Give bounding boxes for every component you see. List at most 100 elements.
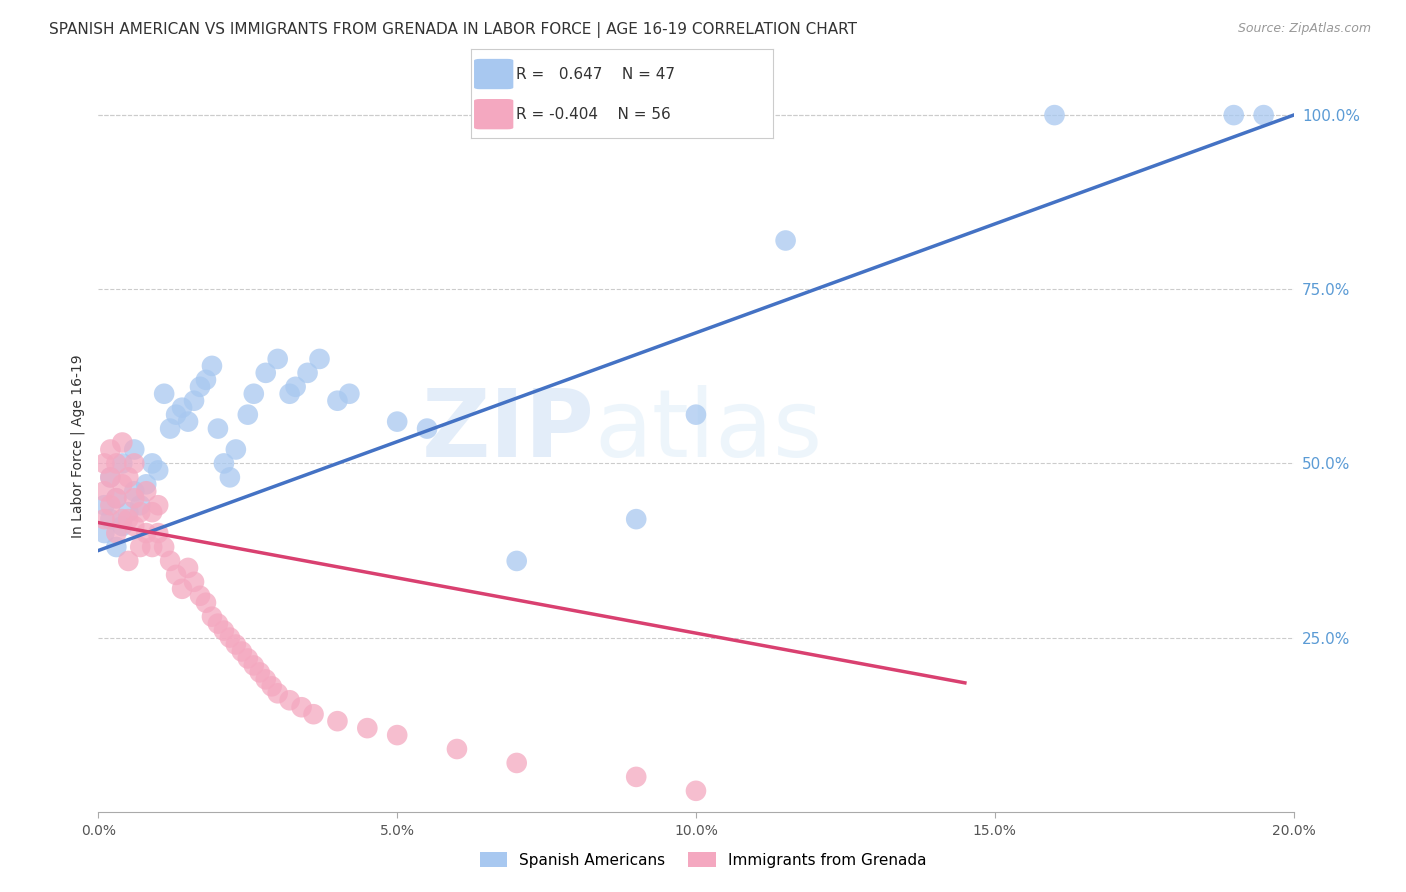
Point xyxy=(165,567,187,582)
Point xyxy=(243,386,266,401)
Point xyxy=(685,784,707,798)
Point xyxy=(105,540,128,554)
Point xyxy=(111,435,134,450)
Point xyxy=(148,498,170,512)
Point xyxy=(98,512,122,526)
Point xyxy=(98,470,122,484)
Text: atlas: atlas xyxy=(595,385,823,477)
Point xyxy=(148,463,170,477)
Point xyxy=(339,386,361,401)
Point xyxy=(231,644,253,658)
Point xyxy=(188,380,211,394)
Point xyxy=(135,484,157,499)
Point xyxy=(93,484,115,499)
Y-axis label: In Labor Force | Age 16-19: In Labor Force | Age 16-19 xyxy=(70,354,84,538)
Point xyxy=(201,609,224,624)
Point xyxy=(141,505,163,519)
Point xyxy=(416,421,439,435)
Point xyxy=(236,408,259,422)
Point xyxy=(326,393,349,408)
Point xyxy=(506,756,529,770)
Point xyxy=(297,366,319,380)
Point xyxy=(172,401,194,415)
Point xyxy=(129,498,152,512)
Point xyxy=(165,408,187,422)
Point xyxy=(446,742,468,756)
Point xyxy=(148,526,170,541)
Point xyxy=(254,673,277,687)
Point xyxy=(1223,108,1246,122)
Point xyxy=(212,624,235,638)
Point xyxy=(225,442,247,457)
Point xyxy=(236,651,259,665)
Point xyxy=(98,470,122,484)
Point xyxy=(135,526,157,541)
Point xyxy=(124,491,146,506)
Text: Source: ZipAtlas.com: Source: ZipAtlas.com xyxy=(1237,22,1371,36)
Point xyxy=(93,498,115,512)
Point xyxy=(93,457,115,471)
Point xyxy=(141,457,163,471)
Point xyxy=(183,393,205,408)
Point xyxy=(177,415,200,429)
Point xyxy=(105,457,128,471)
Point xyxy=(284,380,307,394)
Point xyxy=(129,540,152,554)
Point xyxy=(195,596,218,610)
Text: R = -0.404    N = 56: R = -0.404 N = 56 xyxy=(516,107,671,121)
Point xyxy=(356,721,378,735)
Point xyxy=(278,693,301,707)
Point xyxy=(326,714,349,728)
Point xyxy=(183,574,205,589)
Point xyxy=(195,373,218,387)
Point xyxy=(201,359,224,373)
Point xyxy=(207,616,229,631)
Point xyxy=(124,457,146,471)
Text: SPANISH AMERICAN VS IMMIGRANTS FROM GRENADA IN LABOR FORCE | AGE 16-19 CORRELATI: SPANISH AMERICAN VS IMMIGRANTS FROM GREN… xyxy=(49,22,858,38)
Point xyxy=(111,512,134,526)
Point xyxy=(267,686,290,700)
Point xyxy=(685,408,707,422)
Point xyxy=(111,457,134,471)
Point xyxy=(1043,108,1066,122)
Point xyxy=(207,421,229,435)
Point xyxy=(124,519,146,533)
Point xyxy=(105,491,128,506)
Point xyxy=(308,351,330,366)
Point xyxy=(117,512,139,526)
Point xyxy=(124,442,146,457)
Point xyxy=(302,707,325,722)
Point xyxy=(124,484,146,499)
Point xyxy=(267,351,290,366)
Point xyxy=(117,505,139,519)
Point xyxy=(225,638,247,652)
Point xyxy=(177,561,200,575)
Point xyxy=(93,512,115,526)
Point xyxy=(111,477,134,491)
Point xyxy=(291,700,314,714)
Point xyxy=(159,421,181,435)
Point xyxy=(153,540,176,554)
Text: R =   0.647    N = 47: R = 0.647 N = 47 xyxy=(516,67,675,81)
Point xyxy=(626,770,648,784)
Point xyxy=(385,728,409,742)
Point xyxy=(219,470,242,484)
FancyBboxPatch shape xyxy=(474,59,513,89)
Text: ZIP: ZIP xyxy=(422,385,595,477)
Point xyxy=(212,457,235,471)
Point xyxy=(188,589,211,603)
Point xyxy=(385,415,409,429)
Point xyxy=(159,554,181,568)
Point xyxy=(135,477,157,491)
Point xyxy=(506,554,529,568)
Point xyxy=(243,658,266,673)
Point xyxy=(775,234,797,248)
Legend: Spanish Americans, Immigrants from Grenada: Spanish Americans, Immigrants from Grena… xyxy=(472,844,934,875)
Point xyxy=(93,526,115,541)
Point xyxy=(105,491,128,506)
Point xyxy=(254,366,277,380)
FancyBboxPatch shape xyxy=(474,99,513,129)
Point xyxy=(117,470,139,484)
Point xyxy=(98,442,122,457)
Point xyxy=(626,512,648,526)
